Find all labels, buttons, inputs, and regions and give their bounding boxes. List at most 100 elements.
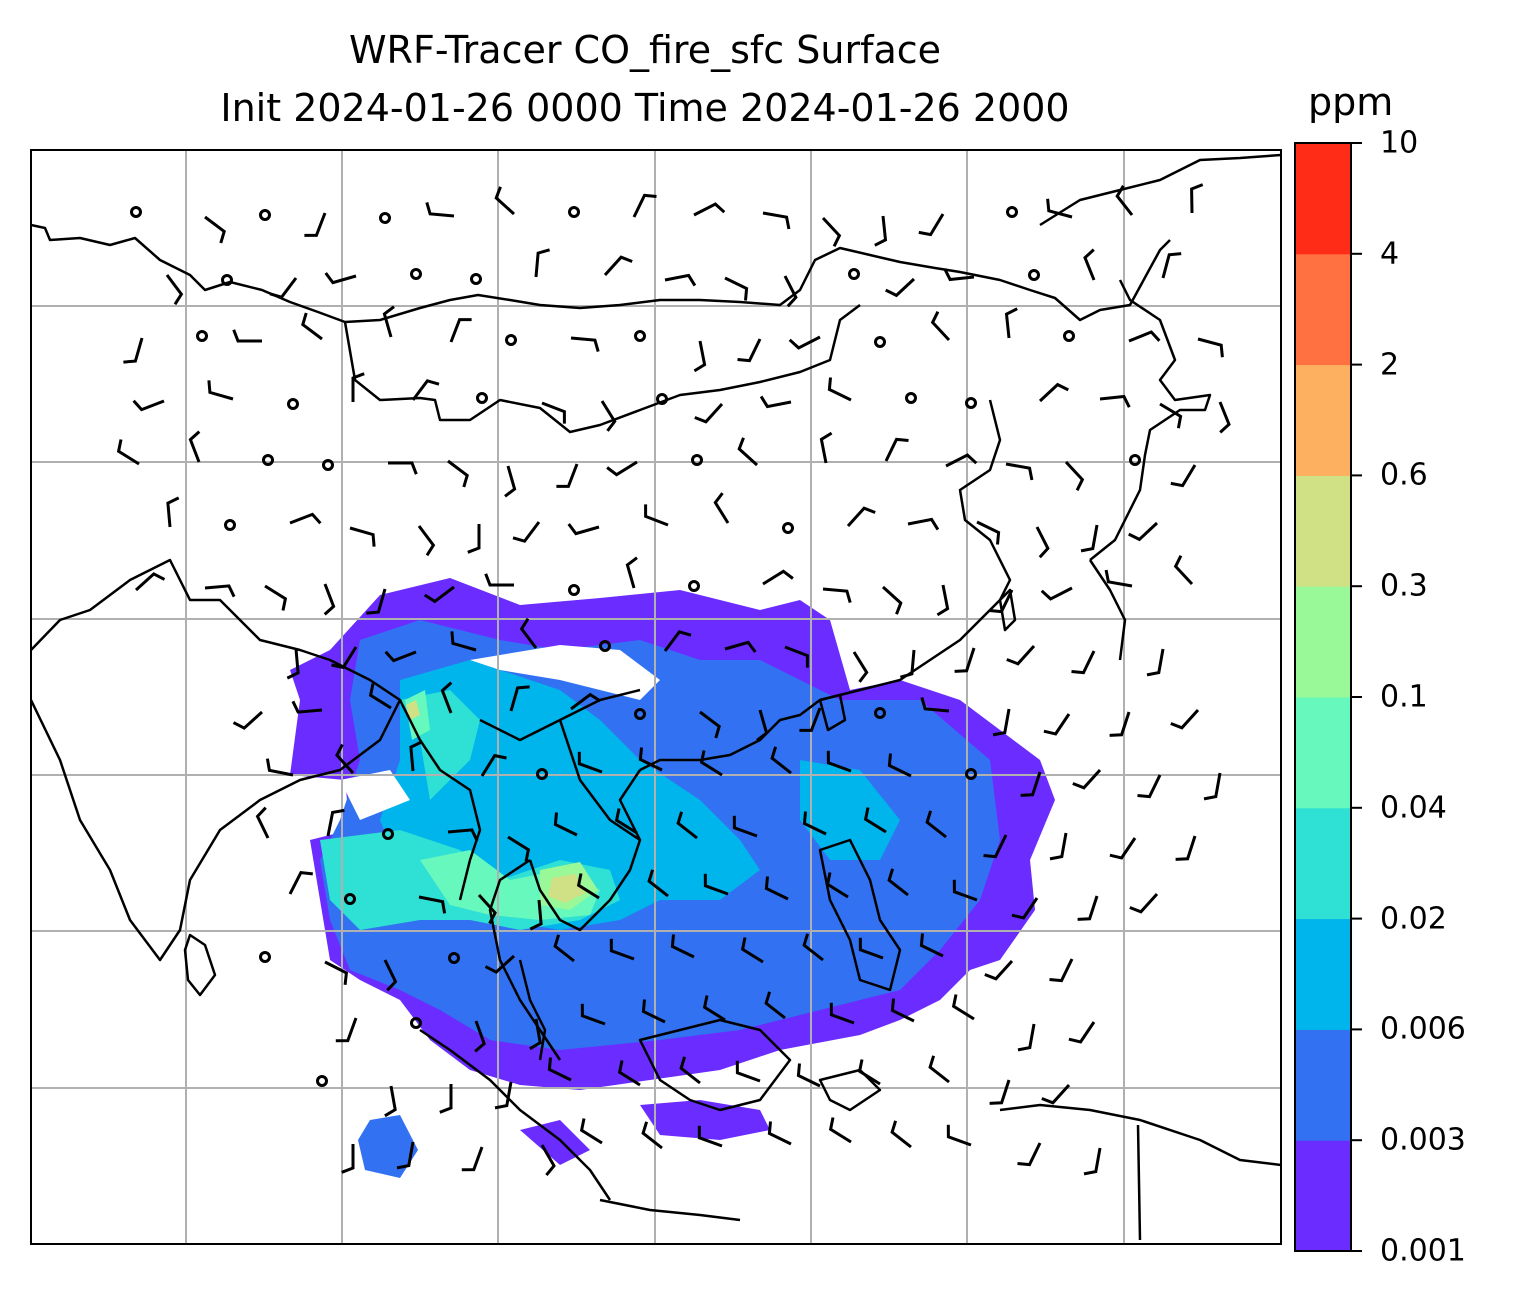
wind-barb [784, 645, 809, 668]
wind-barb [450, 631, 477, 652]
wind-barb [1190, 183, 1204, 214]
wind-barb [600, 400, 617, 432]
wind-barb [509, 685, 530, 712]
wind-barb [1049, 832, 1068, 861]
colorbar-segment [1295, 697, 1351, 809]
calm-wind-circle [476, 392, 488, 404]
wind-barb [641, 1121, 663, 1150]
calm-wind-circle [262, 454, 274, 466]
calm-wind-circle [599, 640, 611, 652]
wind-barb [943, 268, 975, 282]
wind-barb [417, 525, 436, 557]
wind-barb [116, 439, 140, 466]
wind-barb [858, 937, 884, 960]
wind-barb [1068, 1021, 1096, 1044]
wind-barb [702, 995, 726, 1022]
wind-barb [447, 459, 469, 488]
wind-barb [1175, 835, 1197, 861]
wind-barb [388, 461, 418, 475]
calm-wind-circle [848, 268, 860, 280]
wind-barb [368, 683, 392, 710]
wind-barb [989, 1079, 1011, 1105]
wind-barb [547, 1057, 572, 1082]
taiwan [998, 588, 1017, 632]
vietnam-coast [528, 769, 642, 932]
wind-barb [946, 1124, 972, 1147]
calm-wind-circle [287, 398, 299, 410]
wind-barb [474, 1020, 486, 1053]
wind-barb [756, 709, 769, 742]
wind-barb [1072, 768, 1102, 790]
wind-barb [1099, 394, 1131, 408]
colorbar-tick-label: 0.02 [1380, 901, 1447, 937]
wind-barb [204, 584, 236, 598]
calm-wind-circle [382, 828, 394, 840]
wind-barb [827, 377, 852, 402]
calm-wind-circle [691, 454, 703, 466]
wind-barb [384, 1085, 397, 1118]
colorbar-segment [1295, 143, 1351, 255]
conc-band-0.003-south [358, 1115, 418, 1178]
thailand-coast [488, 858, 562, 1061]
indochina-border [558, 719, 641, 842]
wind-barb [134, 572, 166, 592]
wind-barb [580, 1003, 606, 1026]
wind-barb [461, 1146, 484, 1172]
wind-barb [694, 402, 724, 424]
colorbar-tick-label: 0.001 [1380, 1233, 1466, 1269]
wind-barb [1043, 713, 1071, 736]
wind-barb [799, 707, 822, 732]
calm-wind-circle [965, 397, 977, 409]
wind-barb [1128, 521, 1159, 542]
wind-barb [1046, 198, 1073, 219]
co-concentration-field [290, 578, 1055, 1178]
wind-barb [1011, 897, 1039, 920]
map-frame [30, 149, 1282, 1245]
wind-barb [484, 954, 516, 974]
wind-barb [829, 1002, 855, 1025]
wind-barb [930, 311, 951, 342]
wind-barb [1040, 586, 1073, 601]
wind-barb [852, 651, 869, 683]
wind-barb [396, 1141, 415, 1170]
wind-barb [890, 1120, 912, 1149]
wind-barb [324, 272, 357, 285]
wind-barb [699, 750, 723, 777]
wind-barb [567, 523, 600, 536]
wind-barb [1146, 648, 1165, 677]
wind-barb [576, 873, 600, 900]
wind-barb [989, 589, 1014, 614]
wind-barb [423, 585, 455, 604]
wind-barb [204, 215, 226, 244]
wind-barb [1049, 958, 1074, 983]
wind-barb [928, 1055, 950, 1084]
wind-barb [1104, 569, 1133, 588]
calm-wind-circle [568, 206, 580, 218]
calm-wind-circle [322, 459, 334, 471]
wind-barb [232, 710, 264, 730]
wind-barb [918, 213, 945, 237]
colorbar-frame [1294, 142, 1352, 1252]
wind-barb [713, 492, 730, 524]
wind-barb [857, 1059, 881, 1086]
wind-barb [1006, 644, 1036, 666]
wind-barb [679, 1056, 701, 1085]
title-line-2: Init 2024-01-26 0000 Time 2024-01-26 200… [220, 86, 1070, 130]
wind-barb [477, 893, 497, 925]
wind-barb [366, 588, 387, 615]
calm-wind-circle [344, 893, 356, 905]
sulawesi [818, 1068, 882, 1112]
calm-wind-circle [634, 330, 646, 342]
conc-band-0.3 [548, 874, 585, 903]
wind-barb [288, 870, 313, 895]
wind-barb [519, 617, 538, 649]
wind-barb [767, 1121, 792, 1146]
wind-barb [887, 753, 912, 778]
calm-wind-circle [1129, 454, 1141, 466]
wind-barb [269, 277, 298, 299]
japan [1088, 559, 1127, 661]
wind-barb [737, 437, 759, 467]
wind-barb [984, 959, 1014, 981]
wind-barb [887, 868, 909, 897]
wind-barb [693, 202, 726, 217]
